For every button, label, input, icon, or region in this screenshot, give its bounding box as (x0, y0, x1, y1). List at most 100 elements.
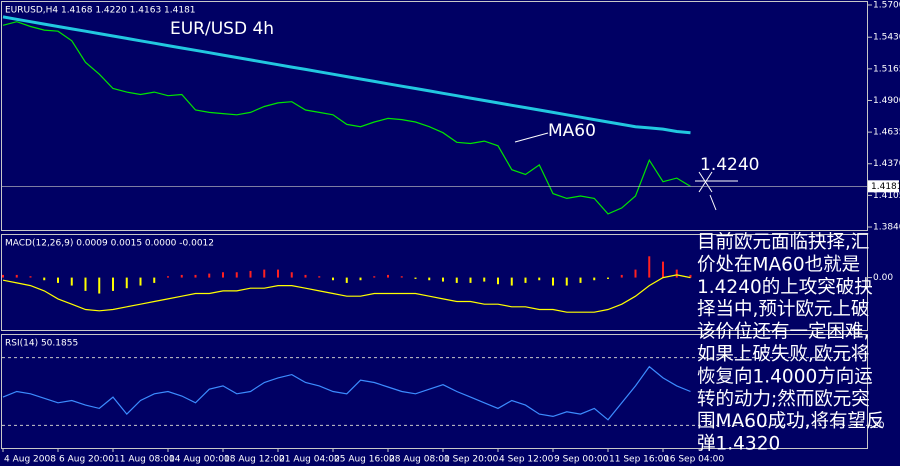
histogram-bar (112, 277, 114, 291)
histogram-bar (497, 277, 499, 285)
histogram-bar (249, 270, 252, 278)
y-tick-label: 1.4105 (873, 191, 900, 201)
y-tick-label: 1.4900 (873, 96, 900, 106)
series-line (2, 21, 691, 215)
x-tick-label: 11 Sep 16:00 (609, 455, 669, 465)
histogram-bar (387, 274, 389, 278)
histogram-bar (208, 273, 211, 278)
histogram-bar (29, 276, 32, 278)
series-line (2, 365, 691, 421)
price-panel (1, 1, 868, 231)
histogram-bar (579, 277, 582, 283)
histogram-bar (620, 274, 623, 278)
annotation: 1.4240 (700, 155, 759, 175)
x-tick-label: 18 Aug 12:00 (224, 455, 285, 465)
histogram-bar (634, 269, 637, 278)
histogram-bar (277, 269, 279, 278)
histogram-bar (675, 269, 678, 278)
histogram-bar (442, 277, 444, 282)
histogram-bar (263, 269, 266, 278)
histogram-bar (428, 277, 431, 281)
x-tick-label: 14 Aug 00:00 (169, 455, 230, 465)
histogram-bar (125, 277, 128, 289)
histogram-bar (318, 276, 321, 278)
histogram-bar (648, 256, 651, 278)
histogram-bar (222, 272, 224, 278)
histogram-bar (139, 277, 142, 286)
histogram-bar (510, 277, 513, 286)
overlay-text: 目前欧元面临抉择,汇 (697, 232, 869, 253)
overlay-text: 围MA60成功,将有望反 (697, 411, 885, 432)
y-tick-label: 20 (873, 421, 885, 431)
x-tick-label: 21 Aug 04:00 (279, 455, 340, 465)
histogram-bar (524, 277, 527, 283)
series-line (2, 15, 691, 135)
histogram-bar (607, 277, 609, 279)
histogram-bar (593, 277, 596, 281)
histogram-bar (70, 277, 73, 286)
histogram-bar (84, 277, 87, 291)
y-tick-label: 1.5430 (873, 33, 900, 43)
x-tick-label: 11 Aug 08:00 (114, 455, 175, 465)
histogram-bar (15, 274, 18, 278)
panel-title: EURUSD,H4 1.4168 1.4220 1.4163 1.4181 (5, 6, 196, 16)
x-tick-label: 16 Sep 04:00 (664, 455, 724, 465)
histogram-bar (345, 277, 348, 283)
histogram-bar (153, 277, 156, 283)
histogram-bar (2, 274, 4, 278)
x-tick-label: 28 Aug 08:00 (389, 455, 450, 465)
overlay-text: 1.4240的上攻突破抉 (697, 277, 873, 298)
histogram-bar (455, 277, 458, 283)
histogram-bar (552, 277, 554, 286)
x-tick-label: 1 Sep 20:00 (444, 455, 499, 465)
histogram-bar (194, 274, 197, 278)
histogram-bar (373, 276, 376, 278)
histogram-bar (180, 274, 183, 278)
x-tick-label: 4 Aug 2008 (4, 455, 56, 465)
panel-title: RSI(14) 50.1855 (5, 339, 78, 349)
histogram-bar (98, 277, 101, 294)
x-tick-label: 4 Sep 12:00 (499, 455, 554, 465)
histogram-bar (332, 277, 334, 281)
histogram-bar (689, 274, 692, 278)
y-tick-label: 0.00 (873, 273, 893, 283)
x-tick-label: 9 Sep 00:00 (554, 455, 609, 465)
series-line (2, 274, 691, 313)
x-tick-label: 25 Aug 16:00 (334, 455, 395, 465)
histogram-bar (565, 277, 568, 286)
y-tick-label: 1.5165 (873, 64, 900, 74)
histogram-bar (469, 277, 472, 283)
last-price-label: 1.4181 (871, 182, 900, 192)
overlay-text: 该价位还有一定困难, (697, 322, 869, 343)
y-tick-label: 1.3840 (873, 223, 900, 233)
annotation-pointer (514, 132, 549, 143)
histogram-bar (414, 277, 417, 279)
overlay-text: 转的动力;然而欧元突 (697, 389, 870, 410)
y-tick-label: 1.4635 (873, 128, 900, 138)
histogram-bar (662, 261, 664, 278)
y-tick-label: 1.4370 (873, 159, 900, 169)
histogram-bar (57, 277, 59, 283)
annotation: MA60 (548, 121, 596, 141)
histogram-bar (538, 277, 541, 281)
panel-title: MACD(12,26,9) 0.0009 0.0015 0.0000 -0.00… (5, 239, 214, 249)
last-price-box (868, 180, 899, 193)
histogram-bar (400, 276, 403, 278)
x-tick-label: 6 Aug 20:00 (59, 455, 114, 465)
annotation: EUR/USD 4h (170, 19, 274, 39)
annotation-sketch (695, 171, 738, 211)
overlay-text: 恢复向1.4000方向运 (697, 366, 873, 387)
macd-panel (1, 234, 868, 331)
histogram-bar (43, 277, 46, 281)
histogram-bar (359, 277, 362, 281)
overlay-text: 价处在MA60也就是 (697, 254, 860, 275)
histogram-bar (304, 274, 307, 278)
overlay-text: 弹1.4320 (697, 434, 780, 455)
histogram-bar (235, 272, 238, 278)
histogram-bar (483, 277, 486, 282)
overlay-text: 择当中,预计欧元上破 (697, 299, 869, 320)
histogram-bar (290, 272, 293, 278)
rsi-panel (1, 334, 868, 449)
y-tick-label: 1.5700 (873, 0, 900, 10)
histogram-bar (167, 276, 169, 278)
